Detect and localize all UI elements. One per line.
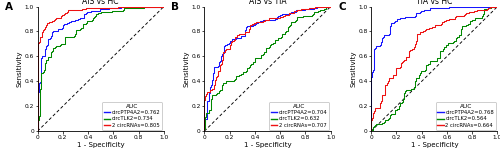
Title: TIA vs HC: TIA vs HC: [416, 0, 453, 6]
Legend: circPTP4A2=0.704, circTLK2=0.632, 2 circRNAs=0.707: circPTP4A2=0.704, circTLK2=0.632, 2 circ…: [268, 102, 329, 130]
Title: AIS vs HC: AIS vs HC: [82, 0, 119, 6]
X-axis label: 1 - Specificity: 1 - Specificity: [410, 142, 458, 148]
Title: AIS vs TIA: AIS vs TIA: [248, 0, 286, 6]
Y-axis label: Sensitivity: Sensitivity: [350, 51, 356, 87]
Text: B: B: [172, 1, 179, 12]
Y-axis label: Sensitivity: Sensitivity: [16, 51, 22, 87]
Text: C: C: [338, 1, 346, 12]
Text: A: A: [4, 1, 12, 12]
Legend: circPTP4A2=0.768, circTLK2=0.564, 2 circRNAs=0.664: circPTP4A2=0.768, circTLK2=0.564, 2 circ…: [436, 102, 496, 130]
X-axis label: 1 - Specificity: 1 - Specificity: [244, 142, 292, 148]
Legend: circPTP4A2=0.762, circTLK2=0.734, 2 circRNAs=0.805: circPTP4A2=0.762, circTLK2=0.734, 2 circ…: [102, 102, 162, 130]
X-axis label: 1 - Specificity: 1 - Specificity: [77, 142, 124, 148]
Y-axis label: Sensitivity: Sensitivity: [183, 51, 189, 87]
